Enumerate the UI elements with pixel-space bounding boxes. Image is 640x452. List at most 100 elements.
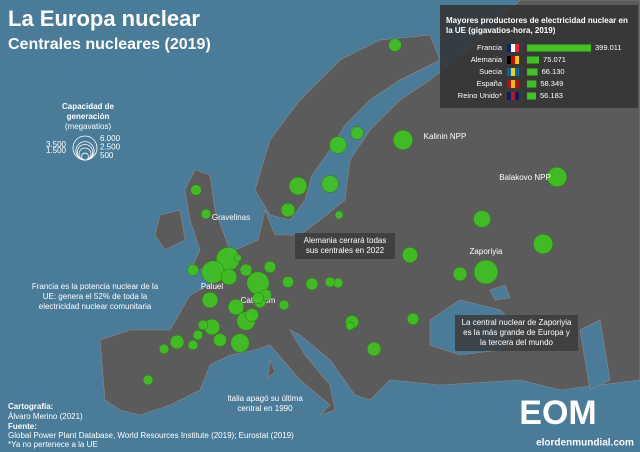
value-label: 58.349 xyxy=(540,79,563,88)
plant xyxy=(158,343,170,355)
plant xyxy=(392,129,414,151)
plant xyxy=(230,333,250,353)
plant xyxy=(200,208,212,220)
legend-label: 2.500 xyxy=(100,143,121,152)
plant xyxy=(201,260,225,284)
plant xyxy=(187,264,199,276)
plant-label: Balakovo NPP xyxy=(499,173,551,182)
flag xyxy=(515,68,519,76)
bar xyxy=(527,56,540,64)
flag xyxy=(515,44,519,52)
plant xyxy=(239,263,253,277)
bar xyxy=(527,44,591,52)
plant xyxy=(321,175,339,193)
plant xyxy=(227,298,245,316)
plant xyxy=(169,334,185,350)
plant xyxy=(187,339,199,351)
legend-label: 3.500 xyxy=(46,140,67,149)
logo-mark: EOM xyxy=(519,394,596,432)
legend-circle xyxy=(78,147,92,161)
plant-label: Paluel xyxy=(201,282,223,291)
flag xyxy=(515,92,519,100)
plant xyxy=(142,374,154,386)
logo-site: elordenmundial.com xyxy=(536,438,634,449)
subtitle: Centrales nucleares (2019) xyxy=(8,36,211,53)
credit-note: *Ya no pertenece a la UE xyxy=(8,440,98,449)
plant xyxy=(192,329,204,341)
plant xyxy=(197,319,209,331)
value-label: 66.130 xyxy=(542,67,565,76)
plant xyxy=(345,321,355,331)
category-label: Reino Unido* xyxy=(458,91,502,100)
plant xyxy=(305,277,319,291)
annotation: Francia es la potencia nuclear de la UE:… xyxy=(31,282,159,311)
legend-title: Capacidad de generación xyxy=(61,102,114,121)
credit-label: Fuente: xyxy=(8,422,37,431)
category-label: Alemania xyxy=(471,55,503,64)
annotation: Alemania cerrará todas sus centrales en … xyxy=(295,233,395,259)
title: La Europa nuclear xyxy=(8,6,200,31)
plant xyxy=(329,136,347,154)
plant xyxy=(278,299,290,311)
credit: Álvaro Merino (2021) xyxy=(8,412,83,421)
plant xyxy=(532,233,554,255)
value-label: 56.183 xyxy=(540,91,563,100)
flag xyxy=(511,80,515,88)
legend-unit: (megavatios) xyxy=(64,122,112,131)
flag xyxy=(507,44,511,52)
plant xyxy=(406,312,420,326)
plant xyxy=(402,247,418,263)
flag xyxy=(507,80,511,88)
value-label: 75.071 xyxy=(543,55,566,64)
plant xyxy=(234,254,242,262)
flag xyxy=(507,92,511,100)
plant xyxy=(350,126,364,140)
plant xyxy=(324,276,336,288)
plant-label: Gravelinas xyxy=(212,213,250,222)
credit-label: Cartografía: xyxy=(8,402,54,411)
plant xyxy=(252,292,264,304)
plant xyxy=(190,184,202,196)
legend-label: 500 xyxy=(100,151,114,160)
plant xyxy=(280,202,296,218)
flag xyxy=(507,68,511,76)
plant xyxy=(213,333,227,347)
flag xyxy=(507,56,511,64)
flag xyxy=(511,44,515,52)
plant-label: Zaporiyia xyxy=(470,247,503,256)
plant xyxy=(282,276,294,288)
plant xyxy=(263,260,277,274)
plant xyxy=(201,291,219,309)
plant-label: Kalinin NPP xyxy=(424,132,467,141)
category-label: España xyxy=(477,79,503,88)
annotation: La central nuclear de Zaporiyia es la má… xyxy=(455,315,578,351)
bar xyxy=(527,80,537,88)
flag xyxy=(511,92,515,100)
plant xyxy=(366,341,382,357)
legend-circle xyxy=(81,152,89,161)
plant xyxy=(220,268,238,286)
plant xyxy=(546,166,568,188)
plant xyxy=(388,38,402,52)
flag xyxy=(511,68,515,76)
category-label: Suecia xyxy=(479,67,503,76)
legend-label: 6.000 xyxy=(100,134,121,143)
plant xyxy=(473,259,499,285)
bar xyxy=(527,92,537,100)
plant xyxy=(288,176,308,196)
plant xyxy=(473,210,491,228)
ranking-title: Mayores productores de electricidad nucl… xyxy=(446,16,628,35)
flag xyxy=(511,56,515,64)
legend-label: 1.500 xyxy=(46,146,67,155)
flag xyxy=(515,80,519,88)
value-label: 399.011 xyxy=(595,43,622,52)
flag xyxy=(515,56,519,64)
plant xyxy=(334,210,344,220)
plant xyxy=(452,266,468,282)
annotation: Italia apagó su última central en 1990 xyxy=(227,394,303,413)
credit: Global Power Plant Database, World Resou… xyxy=(8,431,294,440)
bar xyxy=(527,68,538,76)
plant xyxy=(245,308,259,322)
